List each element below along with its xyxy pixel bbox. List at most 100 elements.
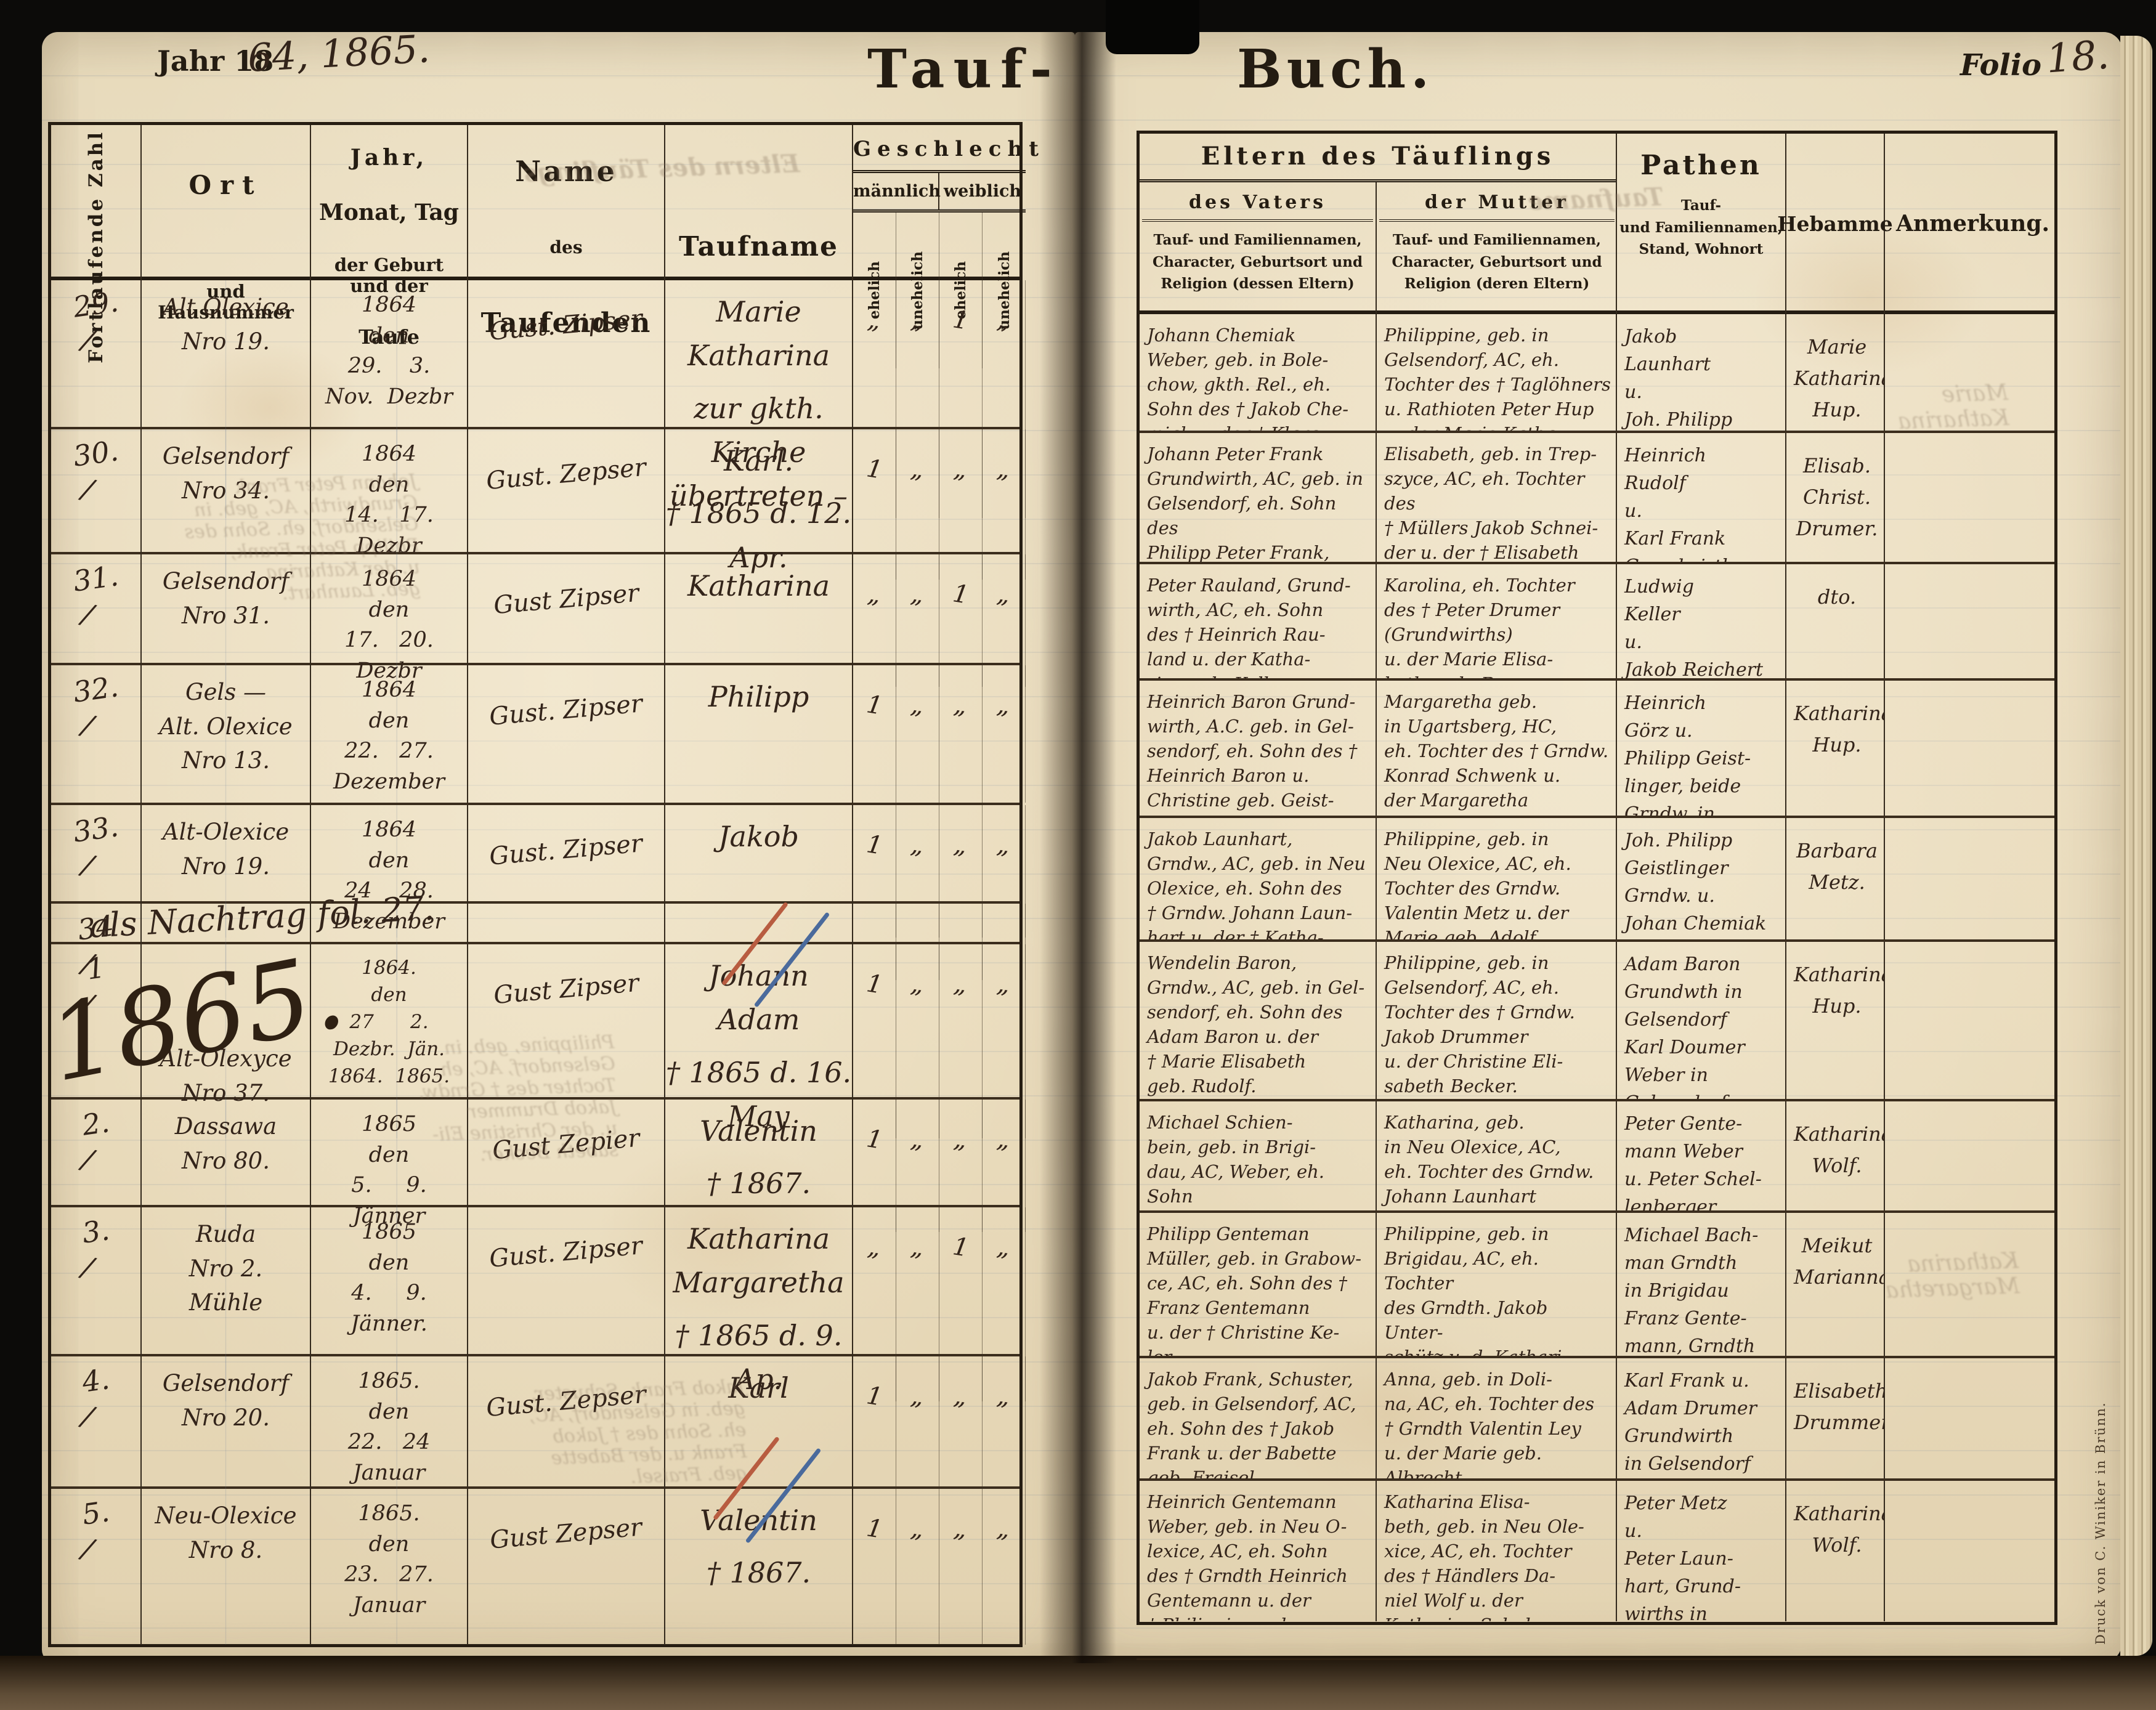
gender-mark: 1	[864, 1124, 885, 1155]
mutter-text: Elisabeth, geb. in Trep- szyce, AC, eh. …	[1384, 444, 1599, 562]
pathen-text: Heinrich Görz u. Philipp Geist- linger, …	[1624, 692, 1751, 816]
gender-mark: 1	[950, 579, 971, 610]
weiblich-label: weiblich	[943, 182, 1022, 201]
mutter-cell: Anna, geb. in Doli- na, AC, eh. Tochter …	[1377, 1358, 1617, 1478]
mutter-text: Katharina Elisa- beth, geb. in Neu Ole- …	[1384, 1491, 1584, 1621]
gender-mark: „	[909, 454, 926, 485]
taufname-note: † 1865 d. 12. Apr.	[665, 496, 861, 574]
folio-number: 18.	[2045, 32, 2111, 83]
taufname-note: † 1865 d. 16. May	[665, 1055, 861, 1133]
vater-text: Michael Schien- bein, geb. in Brigi- dau…	[1147, 1112, 1325, 1207]
mutter-cell: Karolina, eh. Tochter des † Peter Drumer…	[1377, 564, 1617, 678]
hebamme-cell: dto.	[1786, 564, 1885, 678]
vater-text: Johann Chemiak Weber, geb. in Bole- chow…	[1147, 325, 1349, 431]
pathen-text: Karl Frank u. Adam Drumer Grundwirth in …	[1624, 1370, 1757, 1475]
datum-text: 1865 den 4. 9. Jänner.	[351, 1220, 428, 1337]
ort-cell: Gelsendorf Nro 31.	[142, 554, 311, 687]
column-header-mutter: der Mutter Tauf- und Familiennamen, Char…	[1377, 182, 1617, 314]
mutter-cell: Philippine, geb. in Gelsendorf, AC, eh. …	[1377, 942, 1617, 1099]
datum-cell: 1865 den 5. 9. Jänner	[311, 1100, 468, 1232]
anmerkung-cell	[1885, 433, 2061, 562]
taufender-text: Gust. Zipser	[488, 829, 644, 871]
hand-rule-line	[1137, 1658, 2061, 1660]
taufname-cell: Philipp	[665, 665, 853, 803]
ort-label: Ort	[188, 170, 263, 201]
mutter-cell: Katharina Elisa- beth, geb. in Neu Ole- …	[1377, 1481, 1617, 1621]
geschlecht-maennlich-ehelich-cell: 1	[853, 1356, 896, 1489]
mutter-text: Karolina, eh. Tochter des † Peter Drumer…	[1384, 575, 1575, 678]
anmerkung-cell	[1885, 1213, 2061, 1356]
mutter-cell: Philippine, geb. in Brigidau, AC, eh. To…	[1377, 1213, 1617, 1356]
entry-number-cell: 30. ∕	[51, 429, 142, 580]
pathen-cell: Adam Baron Grundwth in Gelsendorf Karl D…	[1617, 942, 1786, 1099]
datum-text: 1865. den 22. 24 Januar	[347, 1369, 431, 1486]
gender-mark: „	[909, 1124, 926, 1155]
entry-number-cell: 33. ∕	[51, 805, 142, 938]
ort-cell: Dassawa Nro 80.	[142, 1100, 311, 1232]
column-header-taufender: Name des Taufenden	[468, 125, 665, 368]
datum-cell: 1865 den 4. 9. Jänner.	[311, 1207, 468, 1402]
geschlecht-weiblich-unehelich-cell: „	[983, 280, 1026, 519]
taufender-cell	[468, 904, 665, 980]
column-header-datum: Jahr, Monat, Tag der Geburt und der Tauf…	[311, 125, 468, 368]
page-stack-edge	[2120, 36, 2152, 1656]
pathen-cell: Ludwig Keller u. Jakob Reichert Grndw. i…	[1617, 564, 1786, 678]
mutter-label: der Mutter	[1379, 186, 1615, 222]
geschlecht-weiblich-ehelich-cell: „	[939, 1356, 983, 1489]
gender-mark: „	[909, 690, 926, 721]
datum-text: 1864 den 29. 3. Nov. Dezbr	[325, 293, 453, 410]
vater-text: Philipp Genteman Müller, geb. in Grabow-…	[1147, 1223, 1362, 1356]
taufname-note: † 1867.	[706, 1167, 811, 1201]
book-title-right: Buch.	[1237, 38, 1435, 100]
register-row-left: 30. ∕ Gelsendorf Nro 34. 1864 den 14. 17…	[51, 429, 1026, 580]
ort-text: Dassawa Nro 80.	[174, 1113, 277, 1174]
ort-sublabel: und Hausnummer	[143, 281, 309, 323]
hebamme-cell: Katharina Hup.	[1786, 681, 1885, 816]
name-label: Name	[515, 155, 617, 188]
pathen-cell: Michael Bach- man Grndth in Brigidau Fra…	[1617, 1213, 1786, 1356]
geschlecht-maennlich-unehelich-cell: „	[896, 944, 939, 1139]
column-header-anmerkung: Anmerkung.	[1895, 211, 2050, 237]
geschlecht-weiblich-ehelich-cell: 1	[939, 1207, 983, 1402]
taufname-cell: Karl. † 1865 d. 12. Apr.	[665, 429, 853, 580]
geschlecht-maennlich-unehelich-cell: „	[896, 1489, 939, 1645]
datum-label-2: Monat, Tag	[319, 199, 459, 225]
pathen-text: Peter Gente- mann Weber u. Peter Schel- …	[1624, 1113, 1762, 1210]
anmerkung-cell	[1885, 681, 2061, 816]
taufname-cell: Katharina Margaretha † 1865 d. 9. Ap.	[665, 1207, 853, 1402]
hebamme-cell: Meikut Marianna	[1786, 1213, 1885, 1356]
geschlecht-weiblich-ehelich-cell: 1	[939, 554, 983, 687]
register-row-left: 4. ∕ Gelsendorf Nro 20. 1865. den 22. 24…	[51, 1356, 1026, 1489]
vater-cell: Jakob Frank, Schuster, geb. in Gelsendor…	[1140, 1358, 1377, 1478]
vater-cell: Michael Schien- bein, geb. in Brigi- dau…	[1140, 1101, 1377, 1210]
ort-text: Gelsendorf Nro 34.	[162, 443, 290, 504]
geschlecht-maennlich-unehelich-cell: „	[896, 805, 939, 938]
taufname-cell: Katharina	[665, 554, 853, 687]
entry-number-cell: 31. ∕	[51, 554, 142, 687]
gender-mark: 1	[864, 969, 885, 1000]
gender-mark: „	[995, 1232, 1013, 1263]
entry-number-cell: 5. ∕	[51, 1489, 142, 1645]
geschlecht-weiblich-unehelich-cell: „	[983, 554, 1026, 687]
taufname-text: Valentin	[700, 1504, 817, 1537]
gender-mark: 1	[864, 1513, 885, 1544]
taufender-text: Gust Zepser	[488, 1513, 644, 1555]
gender-mark: „	[909, 1513, 926, 1544]
gender-mark: 1	[864, 830, 885, 861]
taufender-cell: Gust Zepier	[468, 1100, 665, 1232]
column-header-vater: des Vaters Tauf- und Familiennamen, Char…	[1140, 182, 1377, 314]
anmerkung-cell	[1885, 1481, 2061, 1621]
taufname-text: Karl	[728, 1371, 789, 1404]
register-row-left: 2. ∕ Dassawa Nro 80. 1865 den 5. 9. Jänn…	[51, 1100, 1026, 1232]
gender-mark: „	[952, 1381, 970, 1412]
book-title-left: Tauf-	[867, 38, 1061, 100]
gender-mark: „	[909, 579, 926, 610]
gender-mark: „	[995, 1513, 1013, 1544]
pathen-cell: Jakob Launhart u. Joh. Philipp Geistling…	[1617, 314, 1786, 431]
geschlecht-weiblich-ehelich-cell	[939, 904, 983, 980]
datum-cell: 1864. den 27 2. Dezbr. Jän. 1864. 1865.	[311, 944, 468, 1139]
pathen-text: Ludwig Keller u. Jakob Reichert Grndw. i…	[1624, 576, 1764, 678]
hebamme-text: Barbara Metz.	[1796, 839, 1878, 894]
register-table-left: Fortlaufende Zahl Ort und Hausnummer Jah…	[39, 122, 1039, 1647]
register-row-right: Heinrich Gentemann Weber, geb. in Neu O-…	[1140, 1481, 2054, 1621]
